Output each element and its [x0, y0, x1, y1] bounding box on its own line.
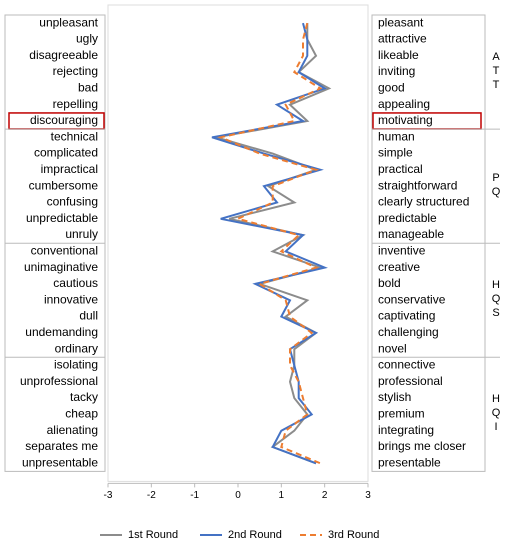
left-label: unpresentable [22, 455, 98, 469]
plot-frame [107, 4, 369, 482]
left-label: dull [79, 309, 98, 323]
legend-label: 3rd Round [328, 529, 379, 541]
right-label: straightforward [378, 178, 457, 192]
left-label: cautious [53, 276, 98, 290]
x-tick-label: 3 [365, 490, 371, 501]
right-label: inviting [378, 64, 415, 78]
left-label: unpredictable [26, 211, 98, 225]
right-label: creative [378, 260, 420, 274]
right-label: novel [378, 341, 407, 355]
left-label: separates me [25, 439, 98, 453]
x-tick-label: 2 [322, 490, 328, 501]
left-label: cheap [65, 407, 98, 421]
left-label: technical [51, 129, 98, 143]
left-label: rejecting [53, 64, 98, 78]
right-label: inventive [378, 244, 426, 258]
left-label: ordinary [55, 341, 98, 355]
left-label: discouraging [30, 113, 98, 127]
legend-label: 2nd Round [228, 529, 282, 541]
x-tick-label: -1 [190, 490, 199, 501]
left-label: impractical [41, 162, 98, 176]
left-label: ugly [76, 32, 98, 46]
left-label: alienating [47, 423, 98, 437]
right-label: captivating [378, 309, 435, 323]
left-label: unimaginative [24, 260, 98, 274]
right-label: good [378, 81, 405, 95]
left-label: tacky [70, 390, 98, 404]
right-label: presentable [378, 455, 441, 469]
right-label: likeable [378, 48, 419, 62]
left-label: cumbersome [29, 178, 99, 192]
left-label: repelling [53, 97, 98, 111]
x-tick-label: 0 [235, 490, 241, 501]
series-line [211, 22, 328, 465]
right-label: premium [378, 407, 425, 421]
right-label: conservative [378, 292, 446, 306]
left-label: isolating [54, 358, 98, 372]
legend-label: 1st Round [128, 529, 178, 541]
left-label: disagreeable [29, 48, 98, 62]
x-tick-label: 1 [279, 490, 285, 501]
left-label: unpleasant [39, 15, 98, 29]
right-label: human [378, 129, 415, 143]
right-label: connective [378, 358, 436, 372]
group-label: ATT [490, 51, 502, 94]
right-label: challenging [378, 325, 439, 339]
right-label: professional [378, 374, 443, 388]
right-label: manageable [378, 227, 444, 241]
left-label: complicated [34, 146, 98, 160]
left-label: undemanding [25, 325, 98, 339]
left-label: unruly [65, 227, 98, 241]
right-label: pleasant [378, 15, 424, 29]
group-label: PQ [490, 172, 502, 201]
series-line [216, 23, 332, 465]
right-label: brings me closer [378, 439, 466, 453]
right-label: practical [378, 162, 423, 176]
right-label: stylish [378, 390, 411, 404]
right-label: appealing [378, 97, 430, 111]
right-label: bold [378, 276, 401, 290]
right-label: attractive [378, 32, 427, 46]
right-label: motivating [378, 113, 433, 127]
left-label: bad [78, 81, 98, 95]
group-label: HQS [490, 279, 502, 322]
left-label: confusing [47, 195, 98, 209]
right-label: predictable [378, 211, 437, 225]
x-tick-label: -2 [147, 490, 156, 501]
left-label: conventional [31, 244, 98, 258]
right-label: clearly structured [378, 195, 469, 209]
series-line [217, 22, 323, 465]
group-label: HQI [490, 393, 502, 436]
x-tick-label: -3 [104, 490, 113, 501]
right-label: simple [378, 146, 413, 160]
right-label: integrating [378, 423, 434, 437]
left-label: unprofessional [20, 374, 98, 388]
left-label: innovative [44, 292, 98, 306]
